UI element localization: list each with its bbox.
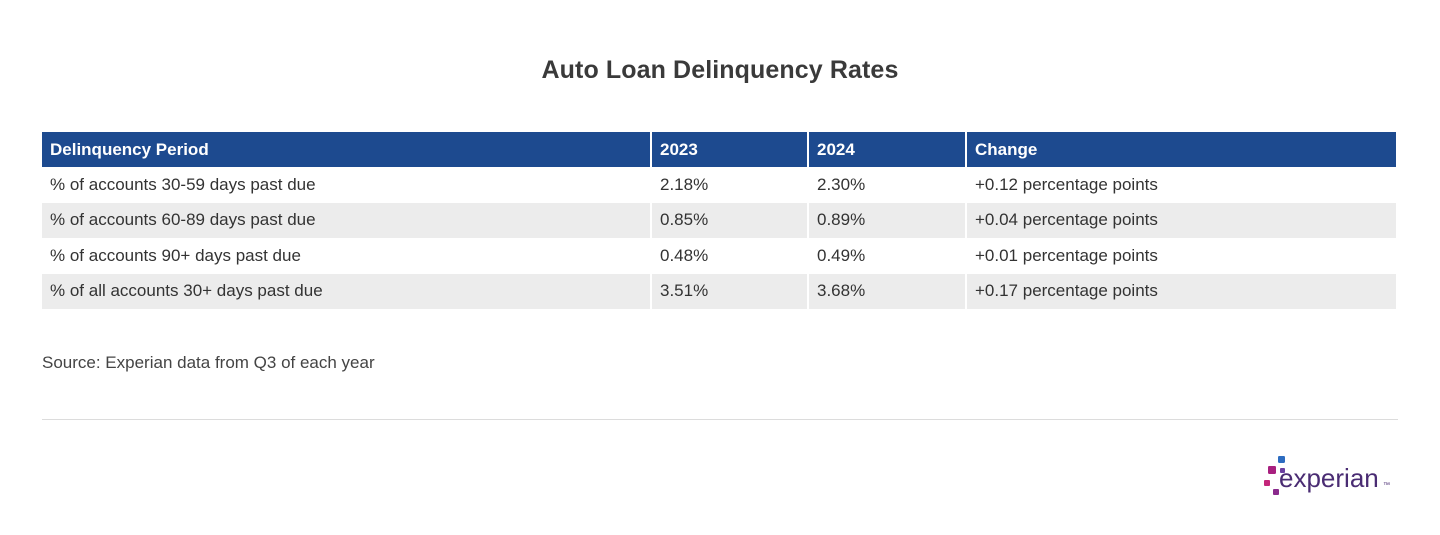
table-cell: 2.30% [808, 167, 967, 203]
table-cell: 2.18% [651, 167, 809, 203]
column-header: Delinquency Period [42, 132, 652, 167]
table-cell: % of accounts 30-59 days past due [42, 167, 652, 203]
divider [42, 419, 1398, 420]
table-cell: +0.12 percentage points [966, 167, 1396, 203]
source-note: Source: Experian data from Q3 of each ye… [42, 353, 375, 372]
table-cell: 0.85% [651, 202, 809, 238]
table-cell: +0.17 percentage points [966, 273, 1396, 309]
logo-trademark: ™ [1383, 482, 1390, 489]
table-row: % of accounts 60-89 days past due 0.85% … [42, 202, 1396, 238]
experian-logo: experian ™ [1264, 456, 1390, 495]
table-cell: +0.01 percentage points [966, 238, 1396, 274]
table-cell: 0.89% [808, 202, 967, 238]
table-row: % of all accounts 30+ days past due 3.51… [42, 273, 1396, 309]
delinquency-table: Delinquency Period 2023 2024 Change % of… [42, 132, 1396, 309]
table-row: % of accounts 90+ days past due 0.48% 0.… [42, 238, 1396, 274]
table-cell: 0.49% [808, 238, 967, 274]
column-header: 2024 [808, 132, 967, 167]
column-header: 2023 [651, 132, 809, 167]
table-cell: % of accounts 60-89 days past due [42, 202, 652, 238]
column-header: Change [966, 132, 1396, 167]
logo-wordmark: experian [1279, 463, 1379, 493]
table-cell: % of all accounts 30+ days past due [42, 273, 652, 309]
logo-dots-icon [1264, 456, 1285, 495]
table-header-row: Delinquency Period 2023 2024 Change [42, 132, 1396, 167]
table-row: % of accounts 30-59 days past due 2.18% … [42, 167, 1396, 203]
table-cell: 0.48% [651, 238, 809, 274]
table-cell: +0.04 percentage points [966, 202, 1396, 238]
table-cell: 3.51% [651, 273, 809, 309]
chart-title: Auto Loan Delinquency Rates [541, 56, 899, 84]
table-cell: 3.68% [808, 273, 967, 309]
table-cell: % of accounts 90+ days past due [42, 238, 652, 274]
